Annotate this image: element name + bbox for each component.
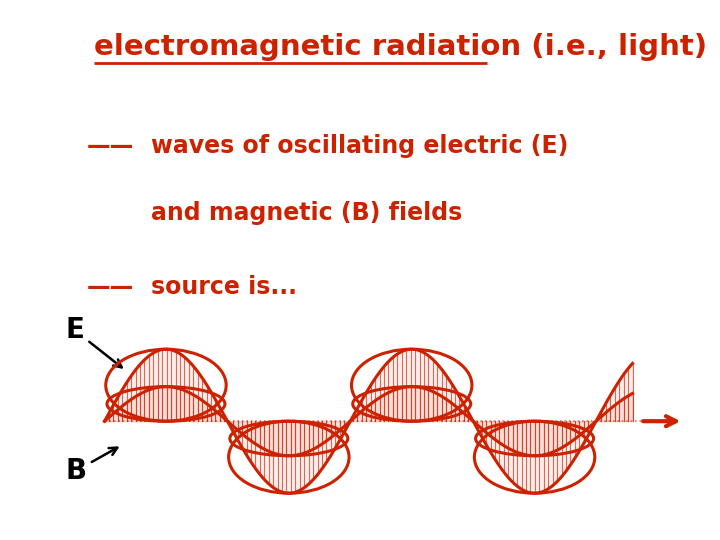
Text: ——: —— [86, 274, 134, 299]
Text: E: E [66, 316, 122, 367]
Text: B: B [66, 448, 117, 485]
Text: waves of oscillating electric (E): waves of oscillating electric (E) [151, 134, 569, 158]
Text: electromagnetic radiation (i.e., light): electromagnetic radiation (i.e., light) [94, 33, 707, 62]
Text: source is...: source is... [151, 274, 297, 299]
Text: ——: —— [86, 134, 134, 158]
Text: and magnetic (B) fields: and magnetic (B) fields [151, 201, 462, 225]
